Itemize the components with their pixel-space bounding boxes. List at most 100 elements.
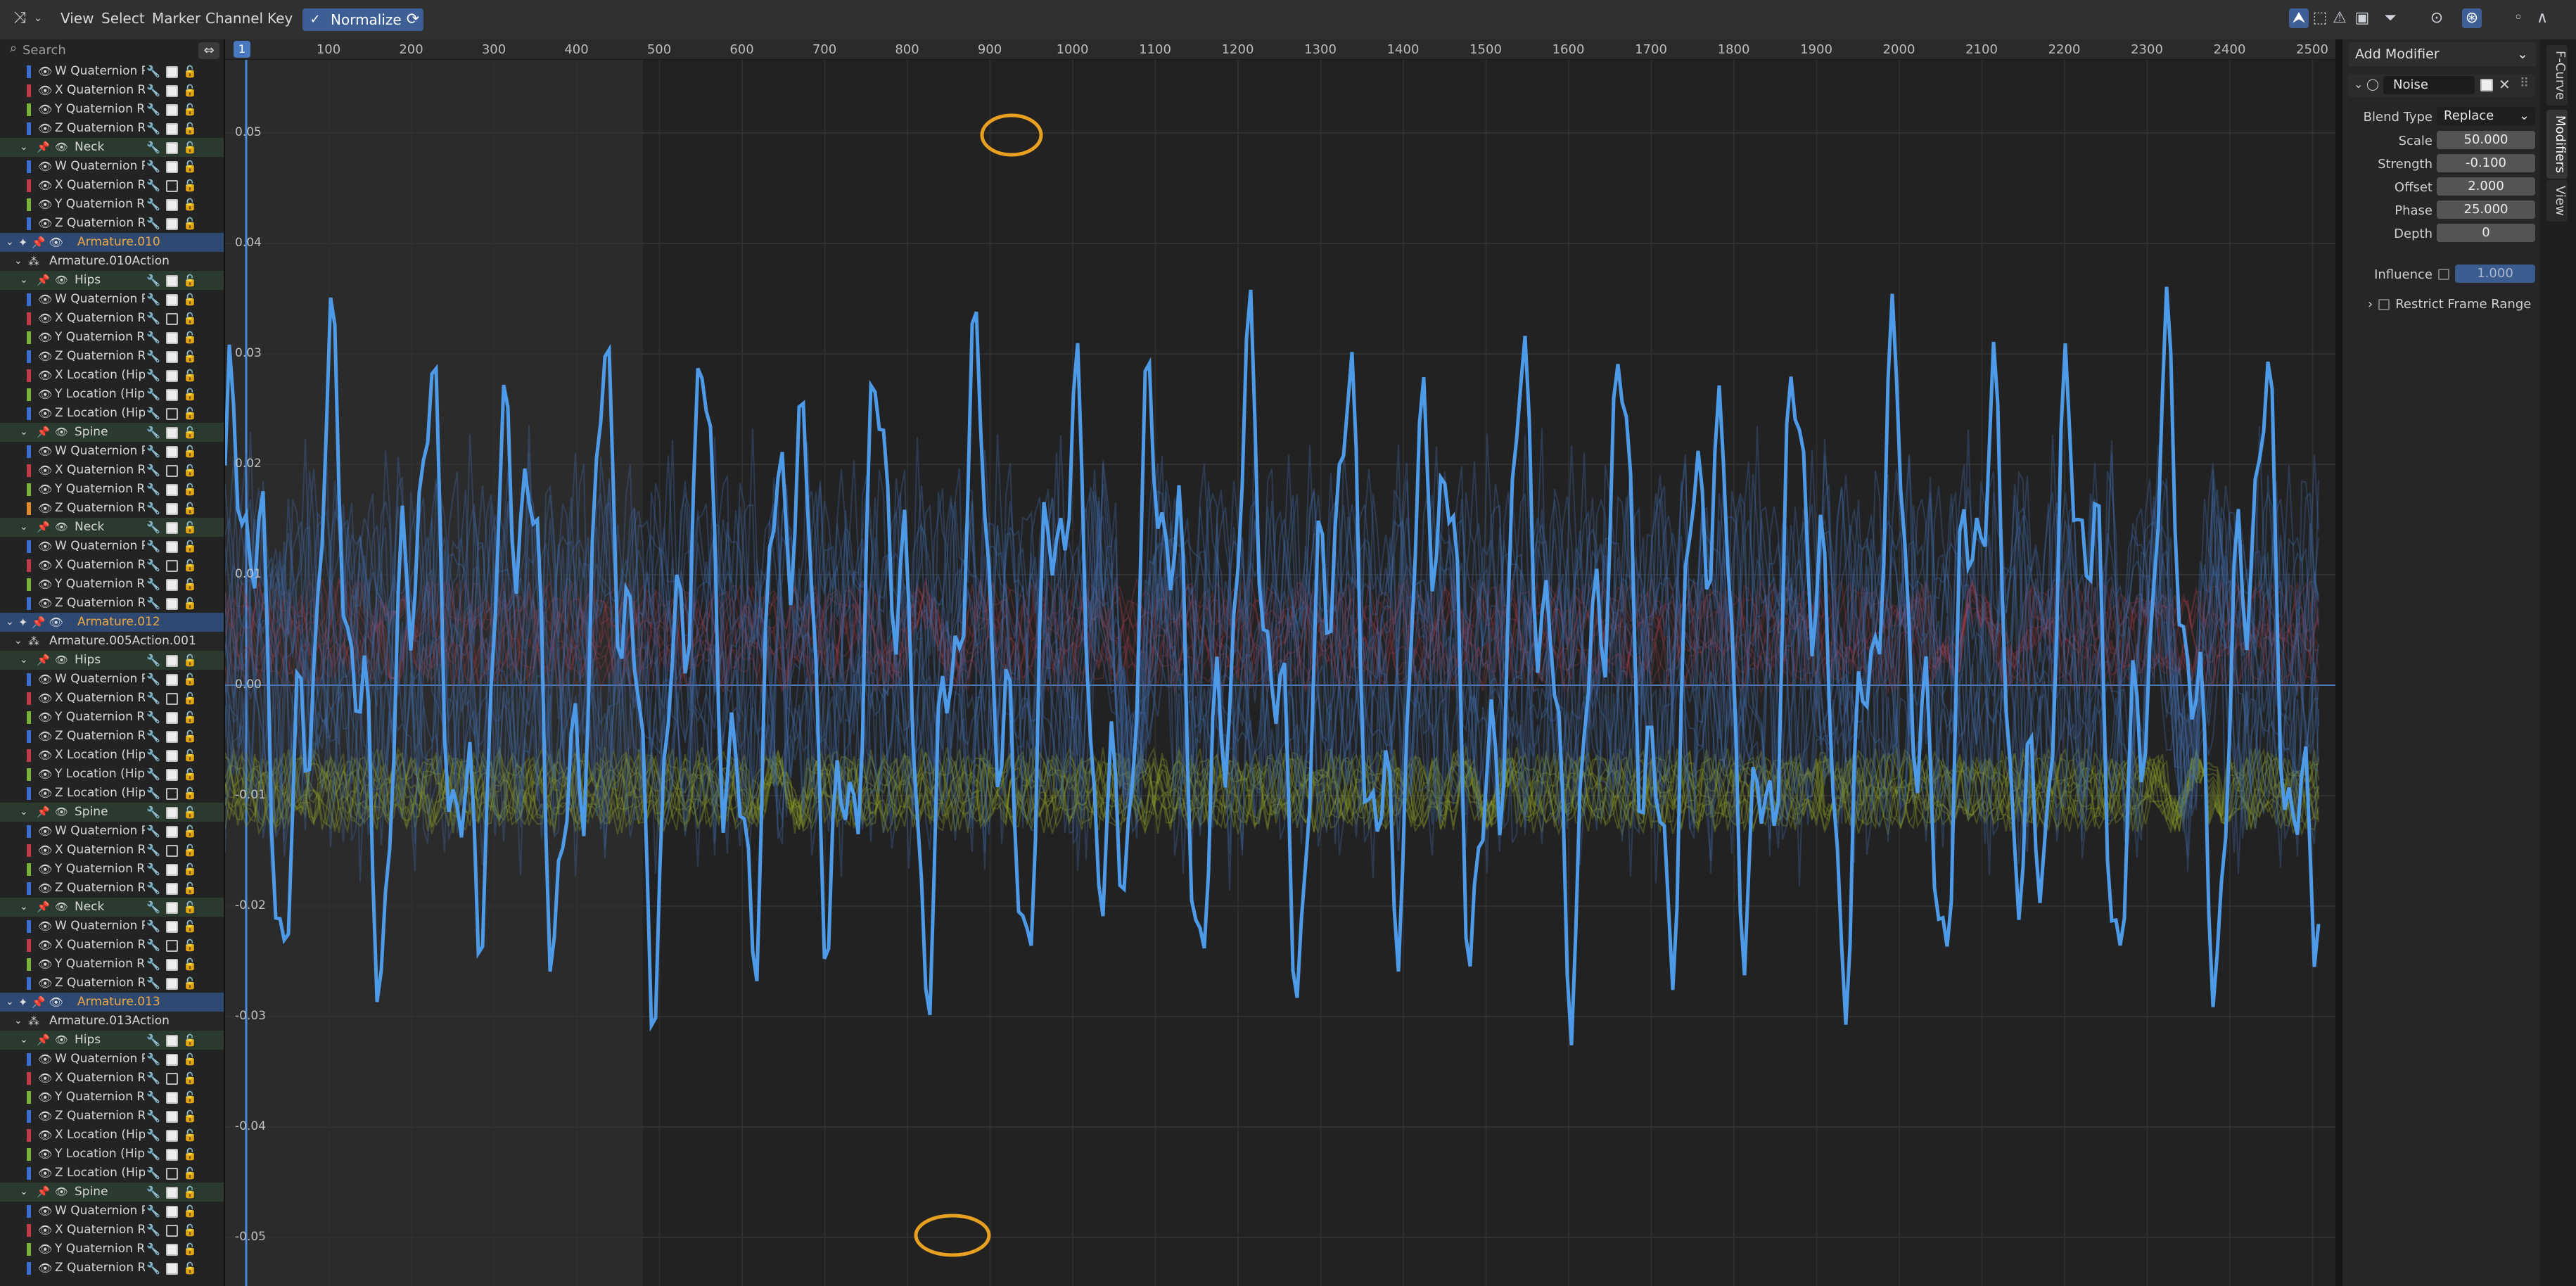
wrench-icon[interactable]: 🔧 (146, 919, 160, 933)
mute-checkbox[interactable] (166, 142, 178, 154)
mute-checkbox[interactable] (166, 313, 178, 325)
channel-row[interactable]: 👁 X Quaternion Ro 🔧 🔓 (0, 556, 224, 575)
lock-icon[interactable]: 🔓 (183, 881, 197, 895)
eye-icon[interactable]: 👁 (38, 843, 53, 857)
mute-checkbox[interactable] (166, 541, 178, 553)
wrench-icon[interactable]: 🔧 (146, 122, 160, 135)
lock-icon[interactable]: 🔓 (183, 388, 197, 401)
wrench-icon[interactable]: 🔧 (146, 711, 160, 724)
lock-icon[interactable]: 🔓 (183, 369, 197, 382)
lock-icon[interactable]: 🔓 (183, 198, 197, 211)
pin-icon[interactable]: 📌 (37, 1033, 50, 1046)
mute-checkbox[interactable] (166, 731, 178, 743)
close-icon[interactable]: ✕ (2499, 76, 2511, 93)
search-input[interactable]: Search (23, 43, 66, 58)
mute-checkbox[interactable] (166, 674, 178, 686)
wrench-icon[interactable]: 🔧 (146, 1147, 160, 1161)
eye-icon[interactable]: 👁 (38, 1128, 53, 1142)
expand-arrow-icon[interactable]: ⌄ (6, 616, 14, 628)
menu-channel[interactable]: Channel (205, 10, 264, 27)
eye-icon[interactable]: 👁 (38, 198, 53, 211)
mute-checkbox[interactable] (166, 750, 178, 762)
wrench-icon[interactable]: 🔧 (146, 1090, 160, 1104)
eye-icon[interactable]: 👁 (55, 1185, 69, 1198)
add-modifier-dropdown[interactable]: Add Modifier ⌄ (2348, 42, 2537, 66)
channel-row[interactable]: 👁W Quaternion Rc🔧 🔓 (0, 917, 224, 936)
lock-icon[interactable]: 🔓 (183, 787, 197, 800)
object-row[interactable]: ⌄ ✦ 📌 👁 Armature.012 (0, 613, 224, 632)
lock-icon[interactable]: 🔓 (183, 957, 197, 971)
mute-checkbox[interactable] (166, 1263, 178, 1275)
mute-checkbox[interactable] (166, 199, 178, 211)
lock-icon[interactable]: 🔓 (183, 654, 197, 667)
mute-checkbox[interactable] (166, 1168, 178, 1180)
wrench-icon[interactable]: 🔧 (146, 502, 160, 515)
lock-icon[interactable]: 🔓 (183, 407, 197, 420)
wrench-icon[interactable]: 🔧 (146, 388, 160, 401)
box-select-icon[interactable]: ⬚ (2312, 9, 2328, 27)
expand-arrow-icon[interactable]: ⌄ (20, 521, 28, 533)
lock-icon[interactable]: 🔓 (183, 293, 197, 306)
lock-icon[interactable]: 🔓 (183, 65, 197, 78)
eye-icon[interactable]: 👁 (38, 749, 53, 762)
region-divider[interactable] (2335, 39, 2341, 1286)
eye-icon[interactable]: 👁 (38, 711, 53, 724)
channel-row[interactable]: 👁 X Quaternion Ro 🔧 🔓 (0, 176, 224, 195)
mute-checkbox[interactable] (166, 465, 178, 477)
lock-icon[interactable]: 🔓 (183, 692, 197, 705)
channel-row[interactable]: 👁 Z Quaternion Ro 🔧 🔓 (0, 119, 224, 138)
eye-icon[interactable]: 👁 (38, 331, 53, 344)
channel-row[interactable]: 👁 Y Quaternion Ro 🔧 🔓 (0, 328, 224, 347)
channel-row[interactable]: 👁 Z Quaternion Ro 🔧 🔓 (0, 594, 224, 613)
mute-checkbox[interactable] (166, 123, 178, 135)
wrench-icon[interactable]: 🔧 (146, 749, 160, 762)
channel-row[interactable]: 👁 Y Quaternion Ro 🔧 🔓 (0, 955, 224, 974)
wrench-icon[interactable]: 🔧 (146, 65, 160, 78)
wrench-icon[interactable]: 🔧 (146, 787, 160, 800)
wrench-icon[interactable]: 🔧 (146, 1166, 160, 1180)
lock-icon[interactable]: 🔓 (183, 1052, 197, 1066)
wrench-icon[interactable]: 🔧 (146, 312, 160, 325)
mute-checkbox[interactable] (166, 1149, 178, 1161)
channel-row[interactable]: 👁 Z Quaternion Ro 🔧 🔓 (0, 1259, 224, 1278)
pin-icon[interactable]: 📌 (37, 900, 50, 913)
lock-icon[interactable]: 🔓 (183, 976, 197, 990)
channel-row[interactable]: 👁 Y Quaternion Ro 🔧 🔓 (0, 708, 224, 727)
eye-icon[interactable]: 👁 (38, 350, 53, 363)
graph-editor-canvas[interactable]: 1 100 200 300 400 500 600 700 800 900 1000 1100 120… (225, 39, 2335, 1286)
mute-checkbox[interactable] (166, 275, 178, 287)
mute-checkbox[interactable] (166, 769, 178, 781)
eye-icon[interactable]: 👁 (38, 293, 53, 306)
menu-key[interactable]: Key (267, 10, 293, 27)
eye-icon[interactable]: 👁 (38, 976, 53, 990)
wrench-icon[interactable]: 🔧 (146, 1033, 160, 1047)
pin-icon[interactable]: 📌 (37, 274, 50, 286)
channel-row[interactable]: 👁 X Quaternion Ro 🔧 🔓 (0, 309, 224, 328)
lock-icon[interactable]: 🔓 (183, 1147, 197, 1161)
wrench-icon[interactable]: 🔧 (146, 179, 160, 192)
tab-modifiers[interactable]: Modifiers (2546, 110, 2568, 179)
lock-icon[interactable]: 🔓 (183, 597, 197, 610)
tab-f-curve[interactable]: F-Curve (2546, 45, 2568, 106)
channel-row[interactable]: 👁 Y Location (Hips 🔧 🔓 (0, 385, 224, 404)
channel-row[interactable]: 👁 Z Quaternion Ro 🔧 🔓 (0, 974, 224, 993)
wrench-icon[interactable]: 🔧 (146, 1109, 160, 1123)
drag-handle-icon[interactable]: ⠿ (2520, 76, 2530, 91)
lock-icon[interactable]: 🔓 (183, 919, 197, 933)
menu-marker[interactable]: Marker (152, 10, 201, 27)
lock-icon[interactable]: 🔓 (183, 559, 197, 572)
lock-icon[interactable]: 🔓 (183, 749, 197, 762)
expand-arrow-icon[interactable]: ⌄ (6, 236, 14, 248)
lock-icon[interactable]: 🔓 (183, 1242, 197, 1256)
channel-row[interactable]: 👁W Quaternion Rc🔧 🔓 (0, 670, 224, 689)
modifier-enable-checkbox[interactable] (2480, 79, 2493, 91)
normalize-toggle[interactable]: ✓ Normalize (302, 8, 413, 31)
eye-icon[interactable]: 👁 (38, 559, 53, 572)
eye-icon[interactable]: 👁 (38, 217, 53, 230)
wrench-icon[interactable]: 🔧 (146, 862, 160, 876)
mute-checkbox[interactable] (166, 1130, 178, 1142)
wrench-icon[interactable]: 🔧 (146, 293, 160, 306)
mute-checkbox[interactable] (166, 693, 178, 705)
eye-icon[interactable]: 👁 (38, 938, 53, 952)
eye-icon[interactable]: 👁 (38, 825, 53, 838)
